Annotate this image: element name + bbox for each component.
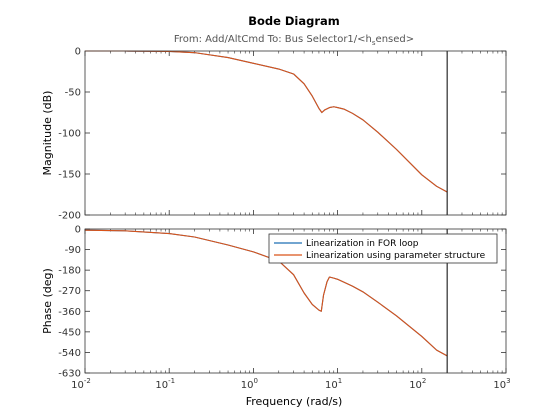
magnitude-plot: 0 -50 -100 -150 -200 xyxy=(58,47,507,222)
y-tick-label: 0 xyxy=(75,47,81,58)
x-tick-label: 100 xyxy=(241,377,258,391)
y-tick-label: -180 xyxy=(58,266,81,277)
legend-entry-series-1: Linearization in FOR loop xyxy=(306,239,419,249)
plot-area xyxy=(85,51,506,215)
x-tick-label: 10-1 xyxy=(155,377,175,391)
x-tick-label-exponent: 0 xyxy=(254,377,258,385)
x-tick-label-base: 10 xyxy=(493,380,506,391)
axes-frame xyxy=(84,50,507,216)
chart-subtitle: From: Add/AltCmd To: Bus Selector1/<hsen… xyxy=(174,34,414,47)
x-tick-label: 10-2 xyxy=(71,377,91,391)
y-tick-label: -540 xyxy=(58,348,81,359)
y-tick-label: -270 xyxy=(58,286,81,297)
y-tick-label: -200 xyxy=(58,211,81,222)
x-tick-label-exponent: 2 xyxy=(422,377,426,385)
x-tick-label-base: 10 xyxy=(325,380,338,391)
y-tick-label: -90 xyxy=(65,245,81,256)
axes-frame xyxy=(84,228,507,374)
y-axis-label-phase: Phase (deg) xyxy=(41,268,54,334)
series-line-2 xyxy=(84,229,448,357)
x-tick-label-exponent: 3 xyxy=(506,377,510,385)
subtitle-subscript: s xyxy=(372,39,376,47)
y-tick-label: -450 xyxy=(58,327,81,338)
y-tick-label: -150 xyxy=(58,170,81,181)
x-axis-label: Frequency (rad/s) xyxy=(246,395,343,408)
legend-entry-series-2: Linearization using parameter structure xyxy=(306,251,486,261)
legend-box xyxy=(268,233,498,264)
y-tick-label: 0 xyxy=(75,225,81,236)
subtitle-prefix: From: Add/AltCmd To: Bus Selector1/<h xyxy=(174,34,372,45)
x-tick-label-base: 10 xyxy=(155,380,168,391)
y-tick-label: -360 xyxy=(58,307,81,318)
x-tick-label-exponent: 1 xyxy=(338,377,342,385)
x-tick-label: 101 xyxy=(325,377,342,391)
x-tick-label-base: 10 xyxy=(409,380,422,391)
series-line-2 xyxy=(85,50,448,193)
x-tick-label-exponent: -2 xyxy=(84,377,91,385)
y-tick-label: -50 xyxy=(65,88,81,99)
y-tick-label: -630 xyxy=(58,369,81,380)
x-tick-label: 103 xyxy=(493,377,510,391)
legend: Linearization in FOR loop Linearization … xyxy=(268,233,498,264)
y-axis-label-magnitude: Magnitude (dB) xyxy=(41,91,54,176)
x-tick-label: 102 xyxy=(409,377,426,391)
subtitle-suffix: ensed> xyxy=(376,34,415,45)
x-tick-label-base: 10 xyxy=(241,380,254,391)
chart-title: Bode Diagram xyxy=(248,14,340,28)
x-tick-label-base: 10 xyxy=(71,380,84,391)
y-tick-label: -100 xyxy=(58,129,81,140)
x-tick-label-exponent: -1 xyxy=(168,377,175,385)
